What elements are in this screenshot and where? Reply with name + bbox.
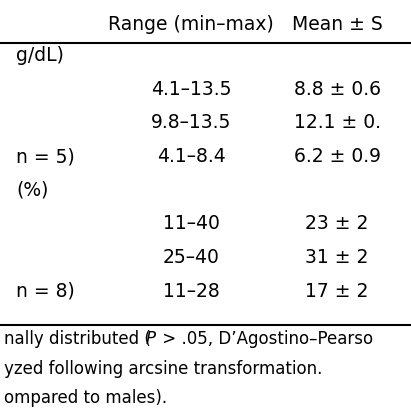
Text: 25–40: 25–40 bbox=[163, 248, 219, 267]
Text: g/dL): g/dL) bbox=[16, 46, 64, 65]
Text: Range (min–max): Range (min–max) bbox=[108, 15, 274, 34]
Text: 4.1–8.4: 4.1–8.4 bbox=[157, 147, 226, 166]
Text: 17 ± 2: 17 ± 2 bbox=[305, 282, 369, 301]
Text: (%): (%) bbox=[16, 181, 49, 200]
Text: 23 ± 2: 23 ± 2 bbox=[305, 215, 369, 233]
Text: Mean ± S: Mean ± S bbox=[292, 15, 382, 34]
Text: 31 ± 2: 31 ± 2 bbox=[305, 248, 369, 267]
Text: ompared to males).: ompared to males). bbox=[4, 389, 167, 407]
Text: yzed following arcsine transformation.: yzed following arcsine transformation. bbox=[4, 360, 323, 378]
Text: nally distributed (: nally distributed ( bbox=[4, 330, 151, 348]
Text: 4.1–13.5: 4.1–13.5 bbox=[151, 80, 231, 99]
Text: 11–28: 11–28 bbox=[163, 282, 219, 301]
Text: > .05, D’Agostino–Pearso: > .05, D’Agostino–Pearso bbox=[157, 330, 373, 348]
Text: 8.8 ± 0.6: 8.8 ± 0.6 bbox=[293, 80, 381, 99]
Text: P: P bbox=[146, 330, 156, 348]
Text: n = 5): n = 5) bbox=[16, 147, 75, 166]
Text: 9.8–13.5: 9.8–13.5 bbox=[151, 113, 231, 132]
Text: n = 8): n = 8) bbox=[16, 282, 75, 301]
Text: 6.2 ± 0.9: 6.2 ± 0.9 bbox=[293, 147, 381, 166]
Text: 12.1 ± 0.: 12.1 ± 0. bbox=[293, 113, 381, 132]
Text: 11–40: 11–40 bbox=[163, 215, 219, 233]
